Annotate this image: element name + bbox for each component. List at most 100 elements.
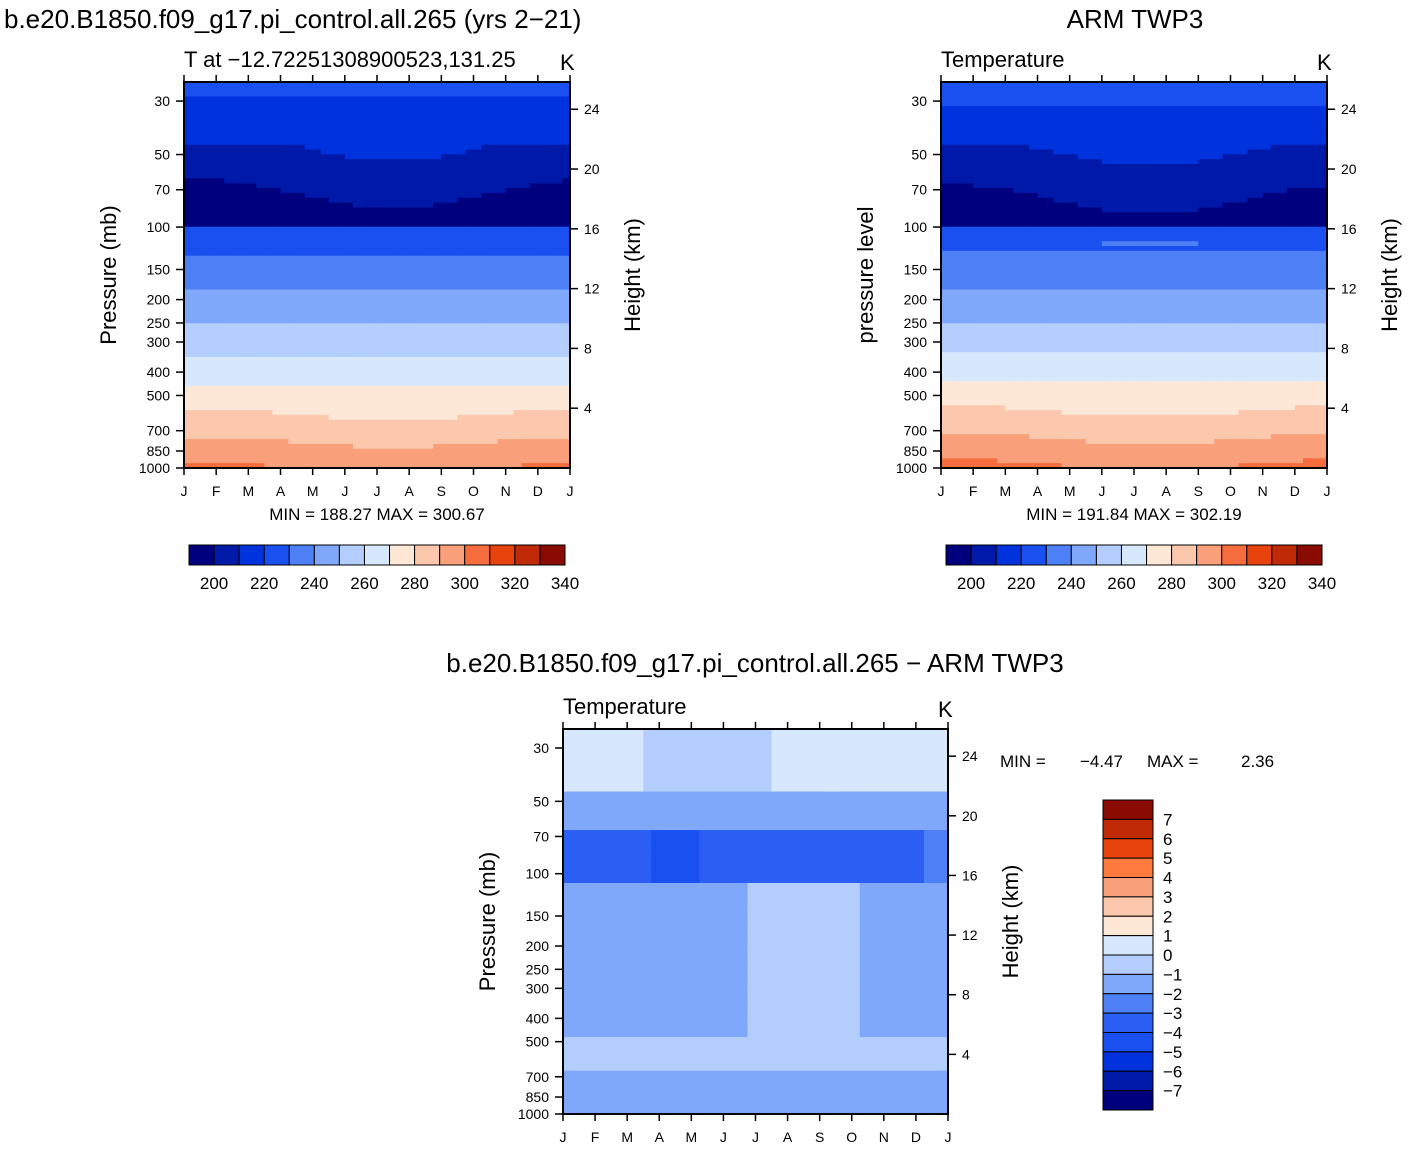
- heatmap-cell: [1037, 164, 1047, 170]
- heatmap-cell: [352, 115, 362, 122]
- heatmap-cell: [1206, 178, 1216, 184]
- heatmap-cell: [545, 323, 555, 329]
- heatmap-cell: [481, 357, 491, 363]
- heatmap-cell: [529, 139, 539, 146]
- heatmap-cell: [304, 91, 314, 98]
- heatmap-cell: [216, 328, 225, 334]
- heatmap-cell: [521, 439, 531, 445]
- heatmap-cell: [1053, 149, 1063, 155]
- heatmap-cell: [449, 120, 459, 127]
- heatmap-cell: [256, 458, 266, 464]
- heatmap-cell: [1270, 106, 1280, 112]
- heatmap-cell: [304, 265, 314, 271]
- heatmap-cell: [377, 115, 386, 122]
- heatmap-cell: [1310, 115, 1320, 122]
- heatmap-cell: [1117, 144, 1127, 151]
- heatmap-cell: [248, 463, 257, 469]
- heatmap-cell: [465, 154, 475, 160]
- heatmap-cell: [320, 371, 330, 377]
- heatmap-cell: [505, 101, 515, 107]
- heatmap-cell: [352, 130, 362, 136]
- heatmap-cell: [385, 217, 394, 223]
- heatmap-cell: [561, 299, 571, 305]
- heatmap-cell: [481, 178, 491, 184]
- heatmap-cell: [433, 212, 442, 218]
- heatmap-cell: [208, 434, 217, 440]
- heatmap-cell: [280, 183, 290, 189]
- heatmap-cell: [521, 443, 531, 450]
- heatmap-cell: [489, 246, 499, 252]
- heatmap-cell: [385, 221, 394, 228]
- heatmap-cell: [457, 231, 467, 238]
- heatmap-cell: [368, 347, 378, 353]
- heatmap-cell: [288, 366, 298, 373]
- heatmap-cell: [344, 366, 354, 373]
- heatmap-cell: [360, 390, 370, 397]
- heatmap-cell: [328, 279, 338, 286]
- heatmap-cell: [1270, 164, 1280, 170]
- heatmap-cell: [481, 463, 491, 469]
- heatmap-cell: [1166, 164, 1175, 170]
- heatmap-cell: [1286, 178, 1296, 184]
- heatmap-cell: [449, 255, 459, 262]
- heatmap-cell: [385, 270, 394, 276]
- heatmap-cell: [208, 366, 217, 373]
- heatmap-cell: [272, 188, 282, 194]
- heatmap-cell: [385, 332, 394, 339]
- heatmap-cell: [393, 284, 402, 291]
- heatmap-cell: [328, 173, 338, 180]
- heatmap-cell: [312, 207, 322, 213]
- heatmap-cell: [1270, 178, 1280, 184]
- heatmap-cell: [216, 405, 225, 411]
- heatmap-cell: [473, 458, 483, 464]
- heatmap-cell: [425, 337, 434, 344]
- heatmap-cell: [304, 135, 314, 141]
- heatmap-cell: [288, 183, 298, 189]
- heatmap-cell: [240, 371, 249, 377]
- heatmap-cell: [473, 352, 483, 358]
- heatmap-cell: [336, 149, 346, 155]
- heatmap-cell: [352, 434, 362, 440]
- heatmap-cell: [1109, 135, 1119, 141]
- heatmap-cell: [1278, 164, 1288, 170]
- heatmap-cell: [1085, 82, 1095, 88]
- heatmap-cell: [529, 313, 539, 320]
- heatmap-cell: [304, 299, 314, 305]
- heatmap-cell: [1278, 110, 1288, 117]
- heatmap-cell: [336, 101, 346, 107]
- heatmap-cell: [1117, 115, 1127, 122]
- heatmap-cell: [997, 106, 1006, 112]
- heatmap-cell: [489, 139, 499, 146]
- heatmap-cell: [1029, 91, 1039, 98]
- heatmap-cell: [336, 125, 346, 131]
- heatmap-cell: [1053, 164, 1063, 170]
- heatmap-cell: [1174, 183, 1183, 189]
- heatmap-cell: [208, 197, 217, 204]
- heatmap-cell: [513, 188, 523, 194]
- heatmap-cell: [1085, 144, 1095, 151]
- heatmap-cell: [336, 91, 346, 98]
- heatmap-cell: [561, 352, 571, 358]
- heatmap-cell: [280, 381, 290, 387]
- heatmap-cell: [473, 115, 483, 122]
- heatmap-cell: [505, 265, 515, 271]
- heatmap-cell: [481, 221, 491, 228]
- heatmap-cell: [1174, 139, 1183, 146]
- heatmap-cell: [553, 400, 563, 406]
- heatmap-cell: [529, 443, 539, 450]
- heatmap-cell: [377, 323, 386, 329]
- heatmap-cell: [385, 371, 394, 377]
- heatmap-cell: [441, 284, 450, 291]
- heatmap-cell: [513, 400, 523, 406]
- heatmap-cell: [505, 448, 515, 455]
- heatmap-cell: [537, 366, 547, 373]
- heatmap-cell: [981, 135, 990, 141]
- heatmap-cell: [248, 289, 257, 295]
- heatmap-cell: [200, 332, 209, 339]
- heatmap-cell: [473, 110, 483, 117]
- heatmap-cell: [449, 125, 459, 131]
- heatmap-cell: [296, 294, 306, 300]
- heatmap-cell: [521, 419, 531, 426]
- heatmap-cell: [545, 376, 555, 382]
- heatmap-cell: [481, 332, 491, 339]
